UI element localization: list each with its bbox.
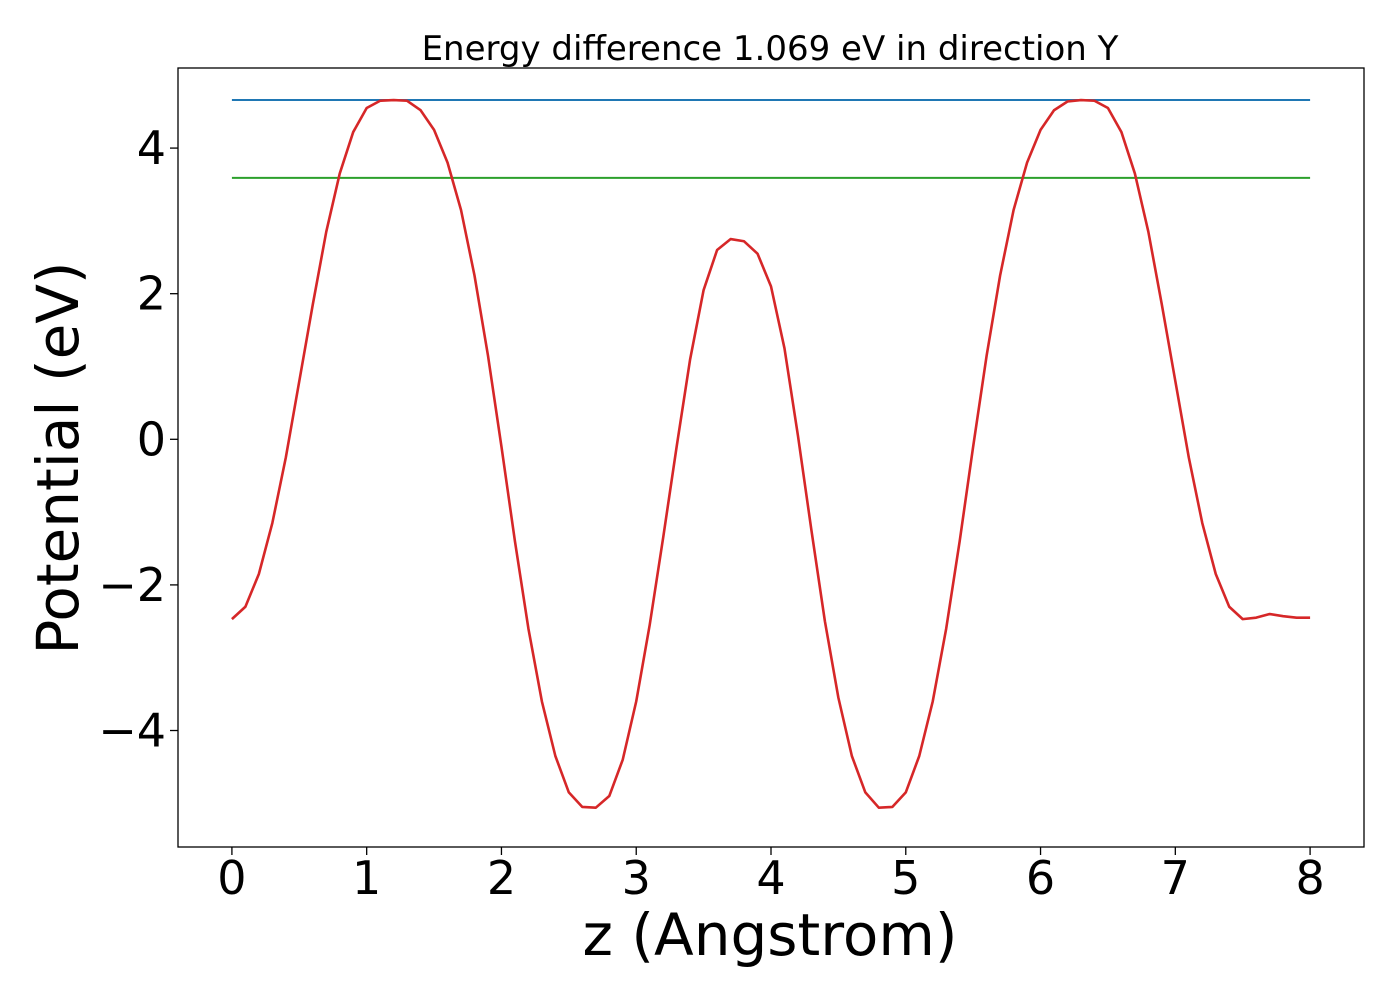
y-axis-ticks: −4 −2 0 2 4	[98, 121, 178, 758]
x-tick-label: 6	[1026, 851, 1055, 905]
plot-frame	[177, 67, 1365, 848]
y-tick-label: 0	[137, 412, 166, 466]
y-axis-title: Potential (eV)	[24, 261, 92, 654]
x-axis-ticks: 0 1 2 3 4 5 6 7 8	[217, 847, 1325, 905]
x-tick-label: 7	[1161, 851, 1190, 905]
x-tick-label: 0	[217, 851, 246, 905]
x-tick-label: 2	[487, 851, 516, 905]
chart-title: Energy difference 1.069 eV in direction …	[422, 29, 1119, 69]
x-tick-label: 1	[352, 851, 381, 905]
plot-layer	[231, 98, 1311, 809]
x-tick-label: 8	[1295, 851, 1324, 905]
y-tick-label: −4	[98, 704, 166, 758]
y-tick-label: 4	[137, 121, 166, 175]
series-line-1	[231, 98, 1311, 809]
y-tick-label: 2	[137, 267, 166, 321]
x-tick-label: 4	[756, 851, 785, 905]
x-tick-label: 5	[891, 851, 920, 905]
x-tick-label: 3	[622, 851, 651, 905]
y-tick-label: −2	[98, 558, 166, 612]
x-axis-title: z (Angstrom)	[583, 901, 958, 969]
